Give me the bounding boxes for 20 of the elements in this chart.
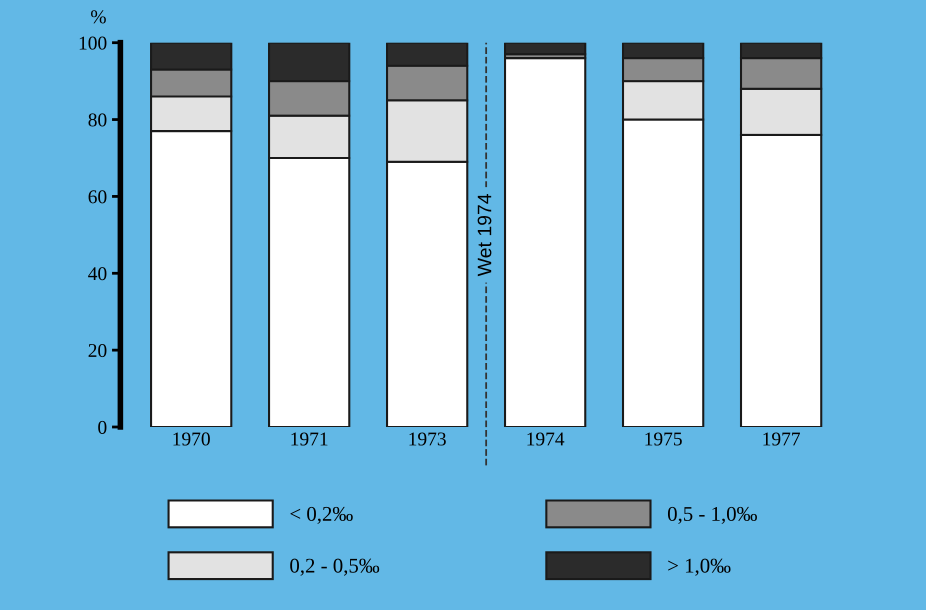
y-axis-title: % — [91, 10, 106, 24]
legend-label: 0,2 - 0,5‰ — [290, 558, 380, 576]
y-tick-label: 0 — [98, 420, 106, 434]
y-tick-label: 20 — [88, 344, 106, 358]
x-tick-label: 1977 — [763, 432, 800, 446]
x-tick-label: 1975 — [645, 432, 682, 446]
x-tick-label: 1973 — [409, 432, 446, 446]
bar — [504, 42, 586, 56]
x-tick-label: 1974 — [527, 432, 564, 446]
y-tick-label: 40 — [88, 267, 106, 280]
annotation: Wet 1974 — [478, 194, 492, 276]
y-tick-label: 60 — [88, 190, 106, 204]
legend-label: 0,5 - 1,0‰ — [668, 506, 757, 524]
x-tick-label: 1971 — [291, 432, 328, 446]
bar — [504, 57, 586, 427]
legend-label: < 0,2‰ — [290, 506, 353, 524]
legend-label: > 1,0‰ — [668, 558, 731, 576]
x-tick-label: 1970 — [173, 432, 210, 446]
y-tick-label: 100 — [80, 36, 106, 50]
y-tick-label: 80 — [88, 113, 106, 126]
